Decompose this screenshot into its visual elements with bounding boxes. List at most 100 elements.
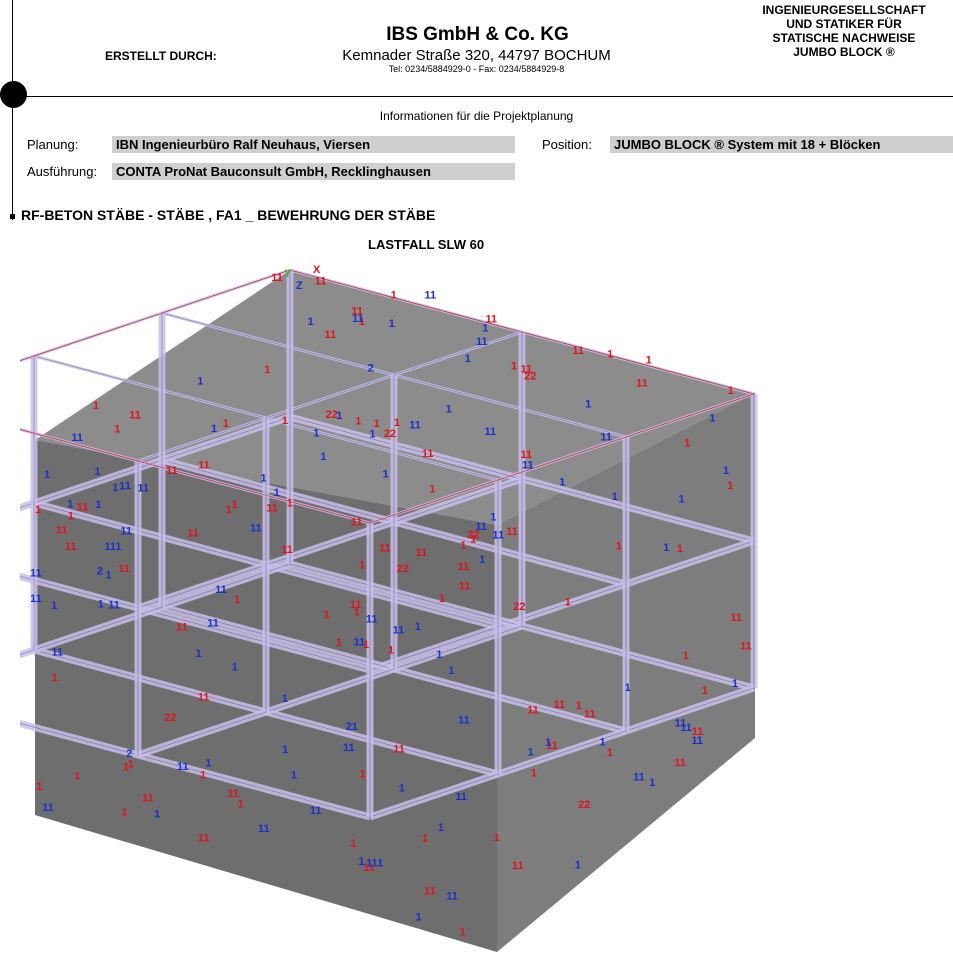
result-marker: 1 — [68, 511, 74, 523]
axis-label-y: Y — [284, 268, 292, 280]
planung-value: IBN Ingenieurbüro Ralf Neuhaus, Viersen — [112, 136, 515, 153]
result-marker: 11 — [30, 593, 42, 605]
result-marker: 1 — [732, 678, 738, 690]
result-marker: 11 — [354, 637, 366, 649]
result-marker: 1 — [683, 650, 689, 662]
result-marker: 1 — [282, 415, 288, 427]
result-marker: 22 — [326, 409, 338, 421]
result-marker: 11 — [521, 363, 533, 375]
margin-line — [12, 0, 13, 220]
reinforcement-outline — [20, 269, 756, 524]
result-marker: 111 — [366, 857, 383, 869]
result-marker: 1 — [511, 361, 517, 373]
result-marker: 11 — [271, 272, 283, 284]
beam-grid — [20, 268, 758, 821]
result-marker: 1 — [369, 428, 375, 440]
result-marker: 11 — [740, 640, 752, 652]
result-marker: 11 — [506, 526, 518, 538]
result-marker: 1 — [308, 316, 314, 328]
result-marker: 1 — [482, 322, 488, 334]
result-marker: 1 — [646, 355, 652, 367]
position-value: JUMBO BLOCK ® System mit 18 + Blöcken — [610, 136, 953, 153]
result-marker: 1 — [123, 762, 129, 774]
result-marker: 2 — [368, 362, 374, 374]
result-marker: 1 — [336, 637, 342, 649]
result-marker: 1 — [114, 423, 120, 435]
result-marker: 1 — [490, 512, 496, 524]
drawing-title: LASTFALL SLW 60 — [368, 237, 485, 252]
result-marker: 11 — [281, 544, 293, 556]
result-marker: 22 — [384, 428, 396, 440]
axis-label-x: X — [313, 264, 321, 276]
result-marker: 1 — [600, 737, 606, 749]
result-marker: 1 — [446, 403, 452, 415]
result-marker: 11 — [176, 621, 188, 633]
position-label: Position: — [542, 137, 592, 152]
beam-y-edge — [137, 625, 523, 756]
result-marker: 1 — [728, 385, 734, 397]
result-marker: 1 — [436, 649, 442, 661]
result-marker: 11 — [393, 625, 405, 637]
result-marker: 1 — [274, 487, 280, 499]
result-marker: 11 — [675, 718, 687, 730]
result-marker: 1 — [261, 473, 267, 485]
result-marker: 11 — [187, 528, 199, 540]
result-marker: 1 — [119, 480, 125, 492]
result-marker: 1 — [360, 769, 366, 781]
result-marker: 1 — [383, 469, 389, 481]
result-marker: 21 — [346, 721, 358, 733]
structure-drawing: 1111111111111111111111111111111111111111… — [20, 264, 758, 952]
result-marker: 1 — [399, 783, 405, 795]
result-marker: 11 — [266, 503, 278, 515]
result-marker: 11 — [512, 860, 524, 872]
result-marker: 1 — [128, 758, 134, 770]
result-marker: 1 — [74, 771, 80, 783]
beam-y-edge — [137, 478, 523, 609]
company-phone: Tel: 0234/5884929-0 - Fax: 0234/5884929-… — [388, 64, 565, 74]
result-marker: 1 — [448, 665, 454, 677]
result-marker: 11 — [352, 313, 364, 325]
result-marker: 11 — [363, 862, 375, 874]
result-marker: 11 — [522, 460, 534, 472]
result-marker: 1 — [528, 747, 534, 759]
result-marker: 11 — [493, 530, 505, 542]
header-divider — [14, 96, 953, 97]
result-marker: 1 — [238, 798, 244, 810]
result-marker: 1 — [422, 833, 428, 845]
result-marker: 11 — [30, 568, 42, 580]
result-marker: 1 — [439, 593, 445, 605]
result-marker: 1 — [374, 418, 380, 430]
result-marker: 1 — [727, 480, 733, 492]
result-marker: 1 — [470, 533, 476, 545]
result-marker: 11 — [310, 805, 322, 817]
result-marker: 11 — [142, 792, 154, 804]
result-marker: 11 — [455, 791, 467, 803]
result-marker: 1 — [363, 639, 369, 651]
beam-y-edge — [20, 563, 291, 656]
bullet-icon — [10, 213, 15, 219]
result-marker: 11 — [553, 699, 565, 711]
planung-label: Planung: — [27, 137, 79, 152]
result-marker: 11 — [572, 345, 584, 357]
company-description: INGENIEURGESELLSCHAFT UND STATIKER FÜR S… — [735, 3, 953, 59]
beam-y-edge — [369, 540, 755, 671]
section-title-text: RF-BETON STÄBE - STÄBE , FA1 _ BEWEHRUNG… — [21, 207, 436, 223]
result-marker: 11 — [351, 516, 363, 528]
description-line: UND STATIKER FÜR — [786, 17, 902, 31]
result-marker: 1 — [585, 399, 591, 411]
result-marker: 11 — [215, 584, 227, 596]
result-marker: 11 — [65, 541, 77, 553]
result-marker: 1 — [559, 476, 565, 488]
result-markers: 1111111111111111111111111111111111111111… — [30, 272, 752, 938]
beam-y-edge — [137, 331, 523, 462]
result-marker: 1 — [394, 417, 400, 429]
result-marker: 1 — [465, 353, 471, 365]
info-heading: Informationen für die Projektplanung — [379, 109, 574, 123]
result-marker: 1 — [196, 648, 202, 660]
result-marker: 11 — [424, 885, 436, 897]
result-marker: 11 — [633, 772, 645, 784]
result-marker: 11 — [476, 336, 488, 348]
result-marker: 22 — [513, 601, 525, 613]
axis-labels: Y Z X — [284, 264, 321, 292]
result-marker: 11 — [409, 420, 421, 432]
